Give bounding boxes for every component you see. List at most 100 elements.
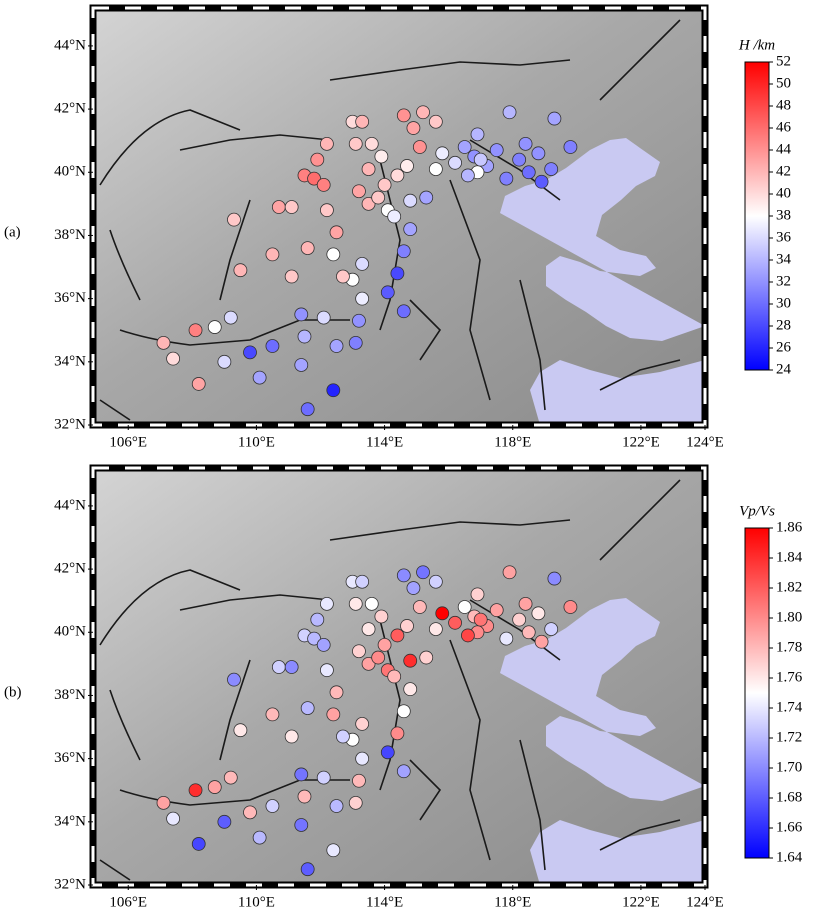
station [272,201,285,214]
colorbar-tick-label: 1.86 [776,519,803,535]
x-tick-label: 110°E [238,434,275,450]
station [327,384,340,397]
colorbar-tick-label: 46 [776,119,792,135]
station [352,645,365,658]
station [420,191,433,204]
station [330,226,343,239]
colorbar-title: H /km [738,37,775,53]
station [327,248,340,261]
station [535,175,548,188]
colorbar-tick-label: 1.70 [776,759,802,775]
station [372,651,385,664]
y-tick-label: 32°N [54,876,86,892]
station [208,781,221,794]
station [301,403,314,416]
station [458,141,471,154]
station [564,141,577,154]
station [381,286,394,299]
y-tick-label: 40°N [54,624,86,640]
station [208,321,221,334]
station [253,831,266,844]
station [401,159,414,172]
station [295,818,308,831]
station [320,204,333,217]
station [407,582,420,595]
y-tick-label: 34°N [54,353,86,369]
colorbar-title: Vp/Vs [739,503,775,519]
station [461,169,474,182]
colorbar-tick-label: 1.74 [776,699,803,715]
station [285,730,298,743]
x-tick-label: 106°E [109,434,147,450]
colorbar-tick-label: 1.76 [776,669,803,685]
y-tick-label: 42°N [54,101,86,117]
station [513,613,526,626]
station [513,153,526,166]
station [317,311,330,324]
station [378,638,391,651]
station [397,569,410,582]
x-tick-label: 106°E [109,894,147,910]
station [548,572,561,585]
station [519,597,532,610]
station [458,601,471,614]
station [336,270,349,283]
y-tick-label: 38°N [54,227,86,243]
station [397,109,410,122]
station [311,153,324,166]
station [500,632,513,645]
station [461,629,474,642]
station [227,673,240,686]
y-tick-label: 38°N [54,687,86,703]
station [407,122,420,135]
station [420,651,433,664]
colorbar-tick-label: 24 [776,361,792,377]
station [192,377,205,390]
station [490,604,503,617]
station [295,358,308,371]
y-tick-label: 36°N [54,750,86,766]
station [218,355,231,368]
station [564,601,577,614]
station [413,141,426,154]
station [381,746,394,759]
station [234,264,247,277]
x-tick-label: 114°E [366,894,403,910]
station [352,774,365,787]
station [429,575,442,588]
station [535,635,548,648]
colorbar-tick-label: 1.68 [776,789,802,805]
colorbar-tick-label: 1.72 [776,729,802,745]
station [429,623,442,636]
station [545,163,558,176]
station [503,566,516,579]
station [336,730,349,743]
station [362,163,375,176]
colorbar-tick-label: 1.84 [776,549,803,565]
station [522,626,535,639]
station [356,257,369,270]
station [349,796,362,809]
station [167,352,180,365]
station [298,330,311,343]
colorbar-tick-label: 1.66 [776,819,803,835]
x-tick-label: 124°E [686,434,724,450]
station [227,213,240,226]
station [375,150,388,163]
colorbar-tick-label: 26 [776,339,792,355]
station [272,661,285,674]
colorbar-tick-label: 1.82 [776,579,802,595]
station [330,800,343,813]
station [471,128,484,141]
station [224,771,237,784]
station [474,613,487,626]
colorbar-tick-label: 28 [776,317,791,333]
station [404,223,417,236]
station [522,166,535,179]
station [192,837,205,850]
station [404,194,417,207]
station [285,661,298,674]
colorbar-tick-label: 34 [776,251,792,267]
station [378,178,391,191]
station [327,708,340,721]
